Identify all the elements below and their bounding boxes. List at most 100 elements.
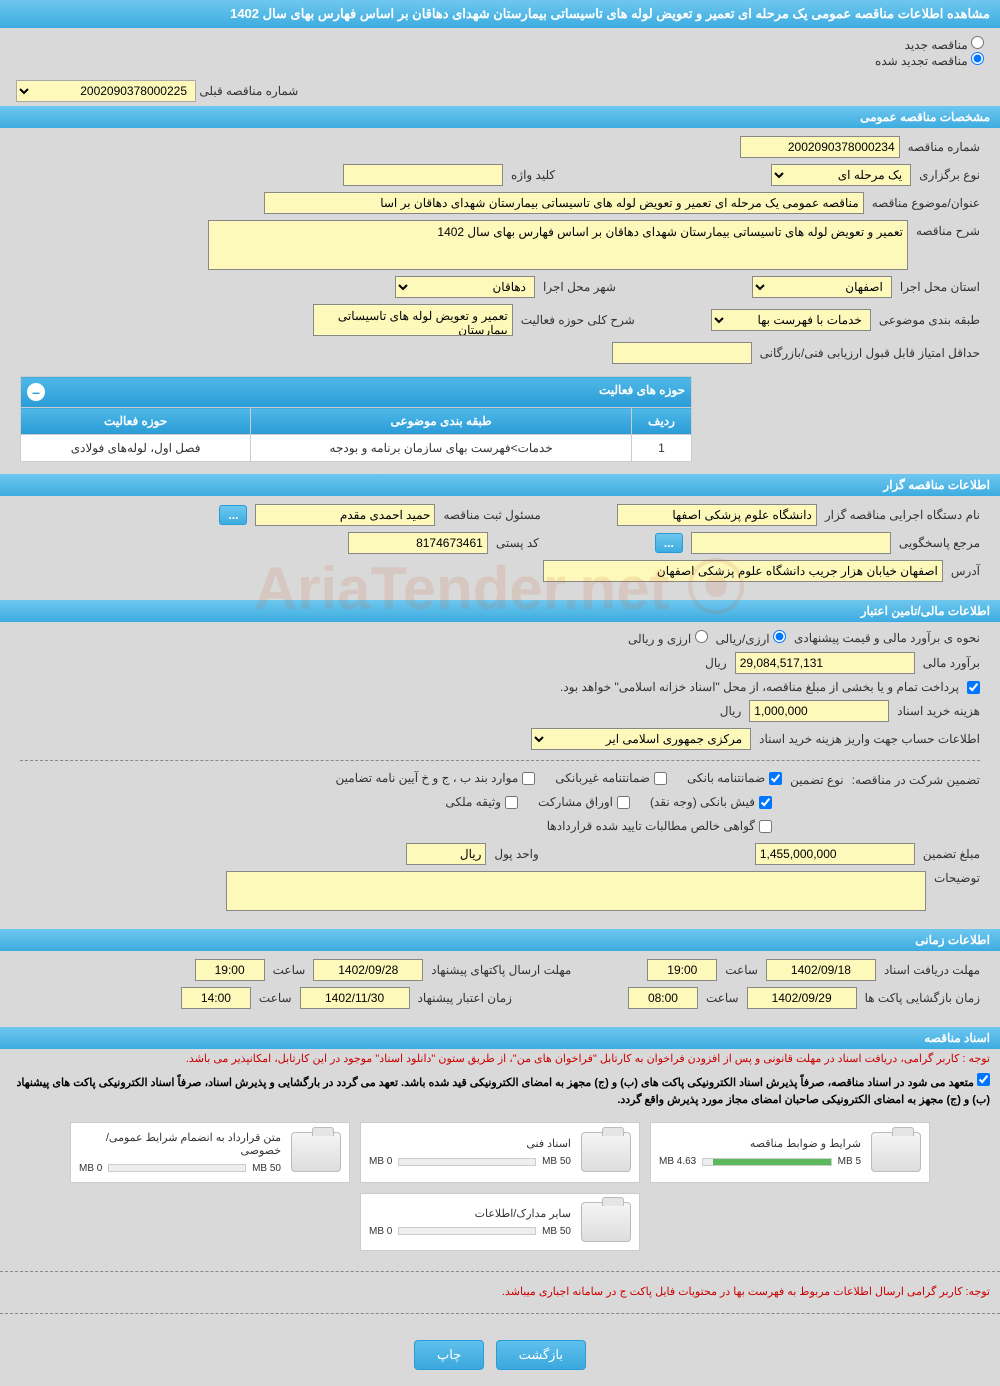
- account-select[interactable]: مرکزی جمهوری اسلامی ایر: [531, 728, 751, 750]
- gt-nonbank[interactable]: ضمانتنامه غیربانکی: [555, 771, 667, 785]
- gt-cert[interactable]: گواهی خالص مطالبات تایید شده قراردادها: [547, 819, 772, 833]
- exec-input[interactable]: [617, 504, 817, 526]
- doc-card[interactable]: اسناد فنی 50 MB 0 MB: [360, 1122, 640, 1183]
- validity-time[interactable]: [181, 987, 251, 1009]
- time-label-4: ساعت: [259, 991, 292, 1005]
- pkg-deadline-date[interactable]: [313, 959, 423, 981]
- prev-tender-row: شماره مناقصه قبلی 2002090378000225: [0, 76, 1000, 106]
- radio-renewed-label: مناقصه تجدید شده: [875, 54, 968, 68]
- city-select[interactable]: دهاقان: [395, 276, 535, 298]
- notice-2: متعهد می شود در اسناد مناقصه، صرفاً پذیر…: [0, 1071, 1000, 1112]
- divider: [0, 1271, 1000, 1272]
- tender-no-input[interactable]: [740, 136, 900, 158]
- holding-type-label: نوع برگزاری: [919, 168, 980, 182]
- open-time[interactable]: [628, 987, 698, 1009]
- back-button[interactable]: بازگشت: [496, 1340, 586, 1370]
- activity-scope-label: شرح کلی حوزه فعالیت: [521, 313, 635, 327]
- radio-fx[interactable]: ارزی و ریالی: [628, 630, 708, 646]
- contact-input[interactable]: [691, 532, 891, 554]
- remarks-label: توضیحات: [934, 871, 980, 885]
- gt-property[interactable]: وثیقه ملکی: [445, 795, 518, 809]
- manager-input[interactable]: [255, 504, 435, 526]
- doc-max: 5 MB: [838, 1156, 861, 1167]
- address-label: آدرس: [951, 564, 980, 578]
- open-label: زمان بازگشایی پاکت ها: [865, 991, 980, 1005]
- postal-input[interactable]: [348, 532, 488, 554]
- doc-grid: شرایط و ضوابط مناقصه 5 MB 4.63 MB اسناد …: [0, 1112, 1000, 1261]
- estimate-input[interactable]: [735, 652, 915, 674]
- doc-card[interactable]: متن قرارداد به انضمام شرایط عمومی/خصوصی …: [70, 1122, 350, 1183]
- activity-table: حوزه های فعالیت – ردیف طبقه بندی موضوعی …: [20, 376, 692, 462]
- doc-used: 0 MB: [79, 1163, 102, 1174]
- guarantee-type-label: نوع تضمین: [790, 773, 843, 787]
- guarantee-label: تضمین شرکت در مناقصه:: [852, 773, 980, 787]
- prev-tender-label: شماره مناقصه قبلی: [199, 84, 298, 98]
- cell-n: 1: [632, 435, 692, 462]
- exec-label: نام دستگاه اجرایی مناقصه گزار: [825, 508, 980, 522]
- progress-bar: [398, 1227, 536, 1235]
- doc-cost-input[interactable]: [749, 700, 889, 722]
- treasury-note: پرداخت تمام و یا بخشی از مبلغ مناقصه، از…: [560, 680, 959, 694]
- province-select[interactable]: اصفهان: [752, 276, 892, 298]
- col-category: طبقه بندی موضوعی: [251, 408, 632, 435]
- doc-used: 0 MB: [369, 1156, 392, 1167]
- doc-title: سایر مدارک/اطلاعات: [369, 1207, 571, 1220]
- gt-bonds[interactable]: اوراق مشارکت: [538, 795, 630, 809]
- contact-label: مرجع پاسخگویی: [899, 536, 980, 550]
- radio-rial[interactable]: ارزی/ریالی: [716, 630, 786, 646]
- gt-regulation[interactable]: موارد بند ب ، ج و خ آیین نامه تضامین: [336, 771, 536, 785]
- tender-type-radios: مناقصه جدید مناقصه تجدید شده: [0, 28, 1000, 76]
- doc-used: 4.63 MB: [659, 1156, 696, 1167]
- section-schedule: اطلاعات زمانی: [0, 929, 1000, 951]
- unit-input[interactable]: [406, 843, 486, 865]
- validity-date[interactable]: [300, 987, 410, 1009]
- doc-card[interactable]: سایر مدارک/اطلاعات 50 MB 0 MB: [360, 1193, 640, 1251]
- manager-label: مسئول ثبت مناقصه: [443, 508, 540, 522]
- treasury-checkbox[interactable]: [967, 681, 980, 694]
- table-row: 1 خدمات>فهرست بهای سازمان برنامه و بودجه…: [21, 435, 692, 462]
- cell-cat: خدمات>فهرست بهای سازمان برنامه و بودجه: [251, 435, 632, 462]
- dots-button-2[interactable]: ...: [655, 533, 683, 553]
- estimate-method-label: نحوه ی برآورد مالی و قیمت پیشنهادی: [794, 631, 980, 645]
- doc-deadline-date[interactable]: [766, 959, 876, 981]
- collapse-icon[interactable]: –: [27, 383, 45, 401]
- prev-tender-select[interactable]: 2002090378000225: [16, 80, 196, 102]
- notice-1: توجه : کاربر گرامی، دریافت اسناد در مهلت…: [0, 1049, 1000, 1071]
- dots-button[interactable]: ...: [219, 505, 247, 525]
- doc-card[interactable]: شرایط و ضوابط مناقصه 5 MB 4.63 MB: [650, 1122, 930, 1183]
- currency-label-2: ریال: [720, 704, 742, 718]
- time-label-3: ساعت: [706, 991, 739, 1005]
- open-date[interactable]: [747, 987, 857, 1009]
- min-score-input[interactable]: [612, 342, 752, 364]
- doc-used: 0 MB: [369, 1226, 392, 1237]
- keyword-input[interactable]: [343, 164, 503, 186]
- postal-label: کد پستی: [496, 536, 539, 550]
- folder-icon: [291, 1132, 341, 1172]
- address-input[interactable]: [543, 560, 943, 582]
- print-button[interactable]: چاپ: [414, 1340, 484, 1370]
- gt-bank[interactable]: ضمانتنامه بانکی: [687, 771, 782, 785]
- commit-checkbox[interactable]: [977, 1073, 990, 1086]
- doc-deadline-label: مهلت دریافت اسناد: [884, 963, 980, 977]
- gt-cash[interactable]: فیش بانکی (وجه نقد): [650, 795, 772, 809]
- doc-max: 50 MB: [252, 1163, 281, 1174]
- min-score-label: حداقل امتیاز قابل قبول ارزیابی فنی/بازرگ…: [760, 346, 980, 360]
- desc-textarea[interactable]: [208, 220, 908, 270]
- pkg-deadline-time[interactable]: [195, 959, 265, 981]
- activity-scope-input[interactable]: [313, 304, 513, 336]
- remarks-textarea[interactable]: [226, 871, 926, 911]
- category-select[interactable]: خدمات با فهرست بها: [711, 309, 871, 331]
- radio-renewed[interactable]: مناقصه تجدید شده: [875, 54, 984, 68]
- progress-bar: [108, 1164, 246, 1172]
- holding-type-select[interactable]: یک مرحله ای: [771, 164, 911, 186]
- guarantee-amount-label: مبلغ تضمین: [923, 847, 980, 861]
- title-input[interactable]: [264, 192, 864, 214]
- doc-max: 50 MB: [542, 1226, 571, 1237]
- city-label: شهر محل اجرا: [543, 280, 616, 294]
- radio-new[interactable]: مناقصه جدید: [905, 38, 984, 52]
- guarantee-amount-input[interactable]: [755, 843, 915, 865]
- progress-bar: [702, 1158, 831, 1166]
- doc-deadline-time[interactable]: [647, 959, 717, 981]
- title-label: عنوان/موضوع مناقصه: [872, 196, 980, 210]
- desc-label: شرح مناقصه: [916, 224, 980, 238]
